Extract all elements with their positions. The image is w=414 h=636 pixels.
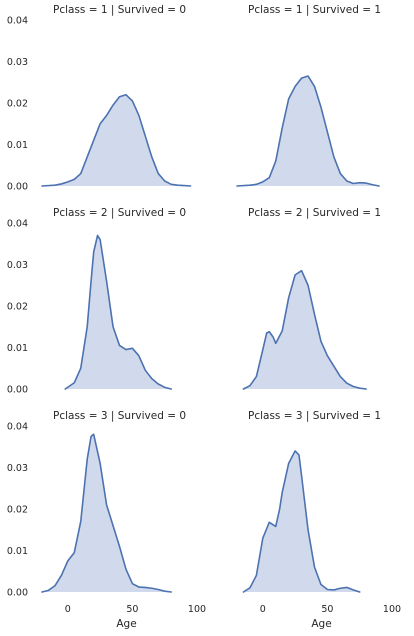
panel-title: Pclass = 3 | Survived = 0 [53, 410, 186, 422]
panel-title: Pclass = 1 | Survived = 0 [53, 4, 186, 16]
y-tick-label: 0.03 [7, 260, 28, 271]
facet-panel-5: Pclass = 3 | Survived = 0 0.00 0.01 0.02 0.0… [7, 410, 206, 630]
panel-title: Pclass = 3 | Survived = 1 [248, 410, 381, 422]
density-line [236, 75, 380, 187]
density-area [243, 450, 360, 592]
facet-panel-4: Pclass = 2 | Survived = 1 [242, 207, 381, 390]
density-line [64, 234, 172, 390]
x-tick-label: 0 [260, 604, 266, 615]
density-area [42, 94, 191, 186]
y-tick-label: 0.01 [7, 546, 28, 557]
x-axis-label: Age [311, 618, 331, 630]
facet-panel-3: Pclass = 2 | Survived = 0 0.00 0.01 0.02 0.0… [7, 207, 186, 396]
density-line [41, 433, 172, 593]
panel-title: Pclass = 2 | Survived = 1 [248, 207, 381, 219]
y-tick-label: 0.02 [7, 99, 28, 110]
y-tick-label: 0.04 [7, 16, 28, 27]
y-tick-label: 0.00 [7, 588, 28, 599]
x-tick-label: 0 [65, 604, 71, 615]
x-tick-label: 50 [126, 604, 138, 615]
y-tick-label: 0.04 [7, 422, 28, 433]
facet-panel-1: Pclass = 1 | Survived = 0 0.00 0.01 0.02 0.0… [7, 4, 192, 193]
y-tick-label: 0.04 [7, 219, 28, 230]
x-tick-label: 100 [383, 604, 401, 615]
y-tick-label: 0.00 [7, 182, 28, 193]
density-area [237, 76, 380, 186]
facet-panel-6: Pclass = 3 | Survived = 1 0 50 100 Age [242, 410, 401, 630]
y-tick-label: 0.03 [7, 463, 28, 474]
density-line [242, 450, 361, 593]
panel-title: Pclass = 2 | Survived = 0 [53, 207, 186, 219]
panel-title: Pclass = 1 | Survived = 1 [248, 4, 381, 16]
density-line [41, 93, 192, 187]
x-tick-label: 100 [188, 604, 206, 615]
x-tick-label: 50 [321, 604, 333, 615]
y-tick-label: 0.03 [7, 57, 28, 68]
y-tick-label: 0.01 [7, 343, 28, 354]
density-line [242, 269, 367, 390]
y-tick-label: 0.02 [7, 302, 28, 313]
x-axis-label: Age [116, 618, 136, 630]
facet-panel-2: Pclass = 1 | Survived = 1 [236, 4, 381, 187]
y-tick-label: 0.00 [7, 385, 28, 396]
density-area [243, 270, 367, 389]
y-tick-label: 0.01 [7, 140, 28, 151]
density-area [42, 434, 172, 592]
y-tick-label: 0.02 [7, 505, 28, 516]
